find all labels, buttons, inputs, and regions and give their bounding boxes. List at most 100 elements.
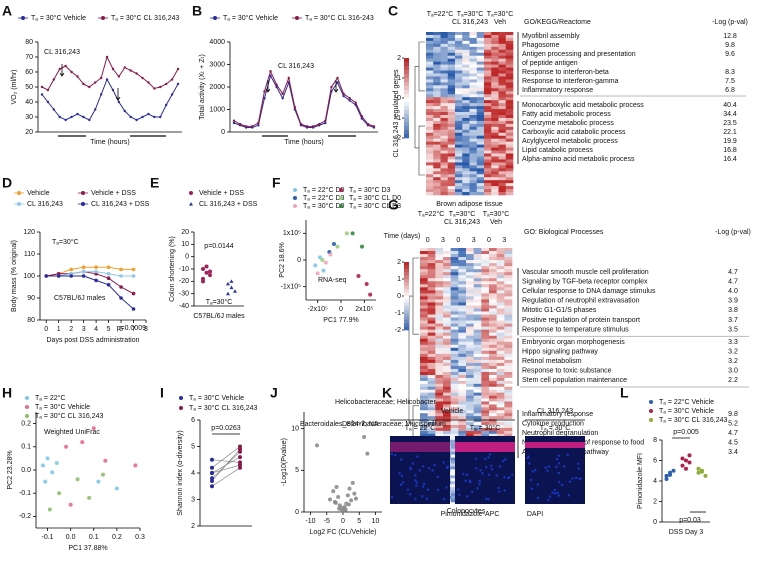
heatmap-cell [427, 281, 436, 285]
heatmap-cell [420, 251, 428, 255]
heatmap-cell [469, 168, 478, 172]
heatmap-cell [476, 46, 485, 51]
heatmap-cell [481, 383, 490, 388]
heatmap-cell [426, 100, 434, 104]
heatmap-cell [469, 189, 478, 193]
heatmap-cell [496, 314, 505, 318]
group-label: Vehicle [441, 408, 464, 415]
heatmap-cell [435, 299, 444, 303]
heatmap-cell [455, 135, 463, 139]
nucleus [464, 479, 467, 483]
panel-letter: H [2, 385, 12, 401]
legend-marker [17, 202, 21, 206]
point [238, 455, 242, 460]
heatmap-cell [447, 174, 456, 178]
heatmap-cell [462, 79, 470, 83]
legend-label: CL 316,243 + DSS [91, 201, 150, 208]
colorbar-step [404, 323, 409, 327]
heatmap-cell [462, 52, 470, 57]
heatmap-cell [447, 94, 456, 98]
heatmap-cell [504, 338, 513, 343]
heatmap-cell [427, 344, 436, 349]
heatmap-cell [455, 40, 463, 45]
term-value: 9.6 [725, 51, 735, 58]
heatmap-cell [450, 389, 459, 393]
dark-phase [130, 135, 166, 137]
nucleus [445, 486, 448, 489]
heatmap-cell [498, 43, 507, 48]
heatmap-cell [505, 153, 514, 157]
heatmap-cell [462, 144, 470, 148]
term: Cytokine production [522, 420, 584, 427]
heatmap-cell [426, 126, 434, 131]
heatmap-cell [504, 392, 513, 396]
heatmap-cell [496, 344, 505, 349]
heatmap-cell [450, 496, 459, 500]
heatmap-cell [458, 305, 467, 309]
heatmap-cell [504, 419, 513, 423]
heatmap-cell [469, 43, 478, 48]
legend-marker [649, 409, 653, 413]
x-tick-label: 5 [107, 326, 111, 333]
point [210, 471, 214, 475]
heatmap-cell [420, 296, 428, 300]
nucleus [531, 470, 534, 473]
heatmap-cell [496, 272, 505, 276]
heatmap-cell [440, 85, 449, 89]
heatmap-cell [504, 275, 513, 279]
heatmap-cell [498, 189, 507, 193]
x-axis-label: Log2 FC (CL/Vehicle) [310, 529, 377, 536]
heatmap-cell [426, 165, 434, 169]
colorbar-step [404, 114, 409, 119]
heatmap-cell [443, 311, 451, 315]
heatmap-cell [440, 189, 449, 193]
heatmap-cell [466, 389, 474, 393]
point [700, 469, 704, 474]
heatmap-cell [427, 323, 436, 327]
legend-label: Tₐ = 30°C D3 [349, 186, 390, 194]
heatmap-cell [435, 392, 444, 396]
heatmap-cell [435, 419, 444, 423]
heatmap-cell [433, 37, 441, 42]
heatmap-cell [476, 97, 485, 101]
heatmap-cell [498, 85, 507, 89]
heatmap-cell [466, 410, 474, 414]
point [668, 472, 672, 477]
point [350, 480, 355, 485]
heatmap-cell [496, 248, 505, 252]
heatmap-cell [435, 380, 444, 385]
heatmap-cell [491, 52, 499, 57]
heatmap-cell [496, 392, 505, 396]
annotation: Tₐ=30°C [52, 238, 79, 246]
heatmap-cell [420, 413, 428, 417]
heatmap-cell [435, 275, 444, 279]
heatmap-cell [489, 353, 497, 358]
heatmap-cell [504, 380, 513, 385]
heatmap-cell [484, 117, 492, 122]
legend-marker [25, 414, 29, 418]
heatmap-cell [455, 32, 463, 36]
colorbar-step [404, 279, 409, 283]
heatmap-cell [447, 37, 456, 42]
heatmap-cell [473, 332, 482, 336]
heatmap-cell [489, 284, 497, 288]
heatmap-cell [462, 100, 470, 104]
heatmap-cell [473, 293, 482, 297]
legend-label: Vehicle + DSS [199, 190, 244, 197]
heatmap-cell [420, 332, 428, 336]
heatmap-cell [491, 46, 499, 51]
heatmap-cell [504, 302, 513, 306]
heatmap-cell [455, 37, 463, 42]
heatmap-cell [489, 350, 497, 355]
heatmap-cell [462, 138, 470, 142]
heatmap-cell [435, 433, 444, 438]
heatmap-cell [427, 287, 436, 291]
nucleus [536, 483, 540, 486]
legend-label: Tₐ = 30°C Vehicle [31, 14, 86, 22]
heatmap-cell [462, 85, 470, 89]
heatmap-cell [466, 427, 474, 432]
point [208, 269, 212, 274]
y-tick-label: 90 [27, 295, 35, 302]
heatmap-cell [476, 109, 485, 113]
heatmap-cell [462, 159, 470, 163]
